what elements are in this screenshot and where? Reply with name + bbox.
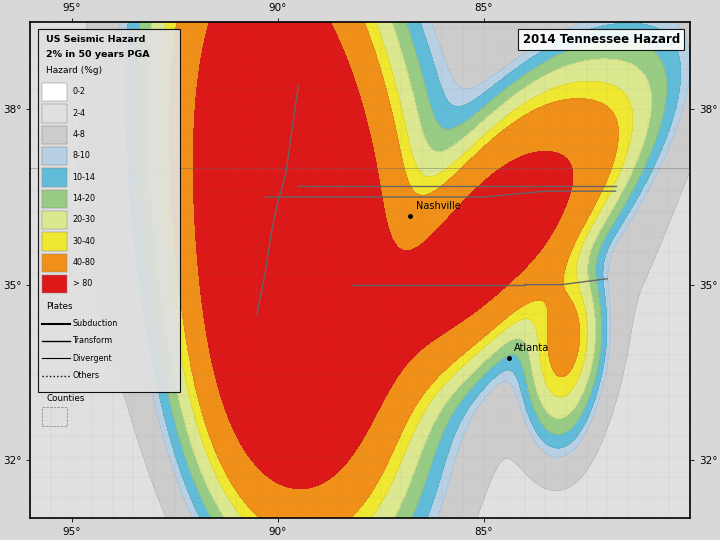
Bar: [42, 104, 67, 123]
Text: 8-10: 8-10: [73, 151, 91, 160]
Text: Subduction: Subduction: [73, 319, 118, 328]
Bar: [42, 168, 67, 187]
Text: Transform: Transform: [73, 336, 113, 346]
Text: > 80: > 80: [73, 279, 91, 288]
Text: 10-14: 10-14: [73, 173, 95, 181]
Text: Others: Others: [73, 371, 99, 380]
Text: 2% in 50 years PGA: 2% in 50 years PGA: [46, 50, 150, 59]
Bar: [42, 126, 67, 144]
Text: Divergent: Divergent: [73, 354, 112, 363]
Text: Plates: Plates: [46, 302, 73, 311]
Text: 20-30: 20-30: [73, 215, 96, 224]
Text: 2-4: 2-4: [73, 109, 86, 118]
Bar: [42, 275, 67, 293]
Text: 4-8: 4-8: [73, 130, 86, 139]
Bar: [42, 232, 67, 251]
Text: Atlanta: Atlanta: [514, 342, 549, 353]
Bar: [42, 254, 67, 272]
Text: 0-2: 0-2: [73, 87, 86, 96]
Text: 2014 Tennessee Hazard: 2014 Tennessee Hazard: [523, 33, 680, 46]
Text: 40-80: 40-80: [73, 258, 95, 267]
Text: Nashville: Nashville: [416, 201, 462, 211]
Bar: [42, 190, 67, 208]
Bar: [42, 408, 67, 427]
Bar: [42, 147, 67, 165]
Text: Counties: Counties: [46, 394, 84, 403]
Text: 14-20: 14-20: [73, 194, 96, 203]
Text: Hazard (%g): Hazard (%g): [46, 66, 102, 75]
Bar: [42, 211, 67, 230]
Bar: [38, 29, 180, 392]
Text: 30-40: 30-40: [73, 237, 95, 246]
Text: US Seismic Hazard: US Seismic Hazard: [46, 35, 145, 44]
Bar: [42, 83, 67, 101]
